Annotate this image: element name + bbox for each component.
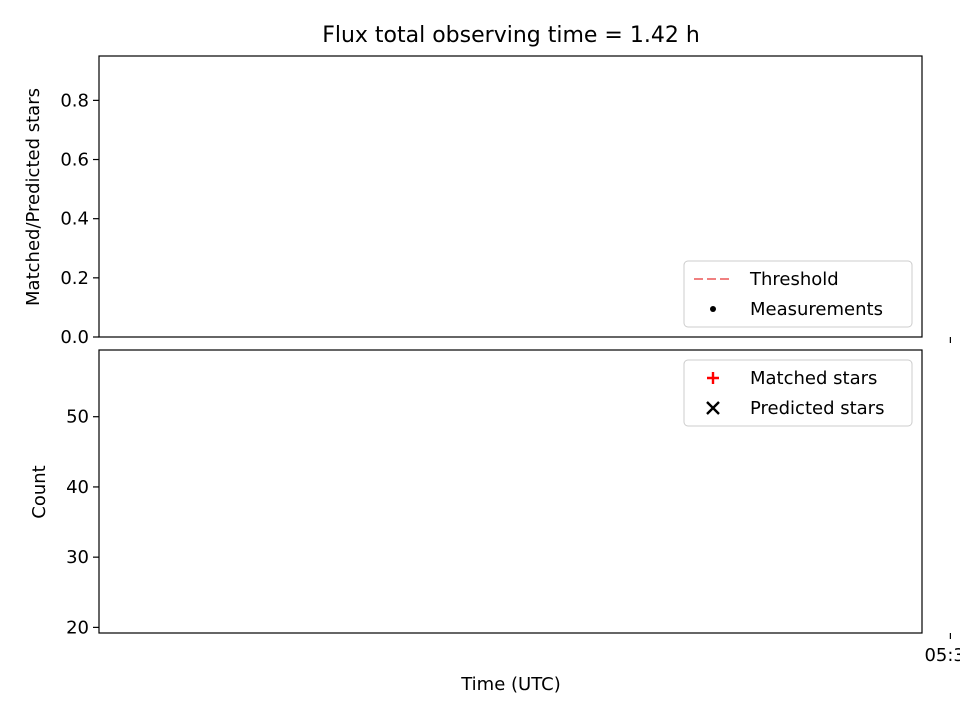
y-tick-label: 20 bbox=[66, 617, 89, 638]
bottom-y-axis-label: Count bbox=[29, 465, 50, 518]
bottom-panel-counts: 2030405002:3003:0003:3004:0004:3005:0005… bbox=[66, 349, 960, 666]
chart-title: Flux total observing time = 1.42 h bbox=[322, 23, 700, 48]
legend-label: Predicted stars bbox=[750, 398, 884, 419]
x-axis-label: Time (UTC) bbox=[460, 674, 561, 695]
y-tick-label: 0.6 bbox=[60, 150, 89, 171]
bottom-legend: Matched stars Predicted stars bbox=[683, 359, 913, 427]
y-tick-label: 0.4 bbox=[60, 209, 89, 230]
legend-box bbox=[683, 359, 913, 427]
top-panel-ratio: 0.0 0.2 0.4 0.6 0.8 Threshold Measurements bbox=[60, 55, 951, 348]
legend-matched-swatch bbox=[707, 372, 719, 384]
legend-box bbox=[683, 260, 913, 328]
panel-frame bbox=[98, 55, 923, 338]
top-y-axis-label: Matched/Predicted stars bbox=[23, 88, 44, 306]
y-tick-label: 50 bbox=[66, 407, 89, 428]
x-tick-label: 05:30 bbox=[924, 645, 960, 666]
y-tick-label: 0.2 bbox=[60, 268, 89, 289]
legend-predicted-swatch bbox=[706, 401, 720, 415]
y-tick-label: 30 bbox=[66, 547, 89, 568]
legend-label: Measurements bbox=[750, 299, 883, 320]
legend-measurement-swatch bbox=[710, 306, 716, 312]
legend-label: Threshold bbox=[749, 269, 839, 290]
top-legend: Threshold Measurements bbox=[683, 260, 913, 328]
y-tick-label: 0.8 bbox=[60, 90, 89, 111]
panel-frame bbox=[98, 349, 923, 634]
legend-label: Matched stars bbox=[750, 368, 877, 389]
y-tick-label: 0.0 bbox=[60, 327, 89, 348]
y-tick-label: 40 bbox=[66, 477, 89, 498]
